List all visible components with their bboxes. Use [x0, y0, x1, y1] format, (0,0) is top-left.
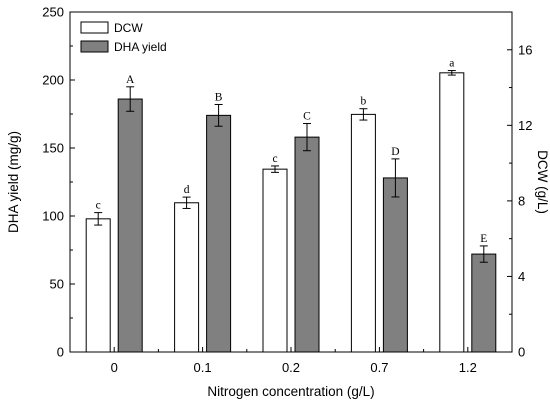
dha-yield-bar	[294, 136, 320, 353]
x-tick-label: 0.2	[282, 360, 300, 375]
x-axis-title: Nitrogen concentration (g/L)	[207, 384, 374, 399]
dha-yield-bar	[206, 114, 232, 353]
significance-labels-layer: c d c b a A B C D E	[96, 58, 488, 245]
error-bars-layer	[94, 70, 488, 263]
legend-swatch-dcw	[80, 21, 109, 34]
legend: DCW DHA yield	[80, 21, 167, 54]
right-y-axis-title: DCW (g/L)	[535, 150, 550, 214]
dha-yield-significance-label: E	[480, 233, 487, 245]
x-tick-label: 0	[111, 360, 118, 375]
dcw-significance-label: d	[184, 184, 190, 196]
right-y-tick-label: 12	[518, 118, 532, 133]
dcw-bar	[174, 202, 200, 353]
bars-layer	[85, 72, 497, 353]
dcw-bar	[439, 72, 465, 353]
x-tick-label: 0.1	[194, 360, 212, 375]
left-y-tick-label: 200	[42, 73, 64, 88]
dcw-bar	[262, 168, 288, 353]
legend-label-dcw: DCW	[114, 21, 143, 35]
dha-yield-significance-label: D	[391, 146, 399, 158]
dcw-bar	[85, 218, 111, 353]
left-y-tick-label: 250	[42, 5, 64, 20]
dcw-significance-label: c	[96, 200, 101, 212]
dha-yield-significance-label: A	[126, 74, 135, 86]
right-y-tick-label: 16	[518, 42, 532, 57]
right-y-tick-label: 0	[518, 345, 525, 360]
left-y-tick-label: 100	[42, 209, 64, 224]
left-y-tick-label: 150	[42, 141, 64, 156]
x-tick-label: 0.7	[370, 360, 388, 375]
legend-swatch-dha-yield	[80, 40, 109, 53]
dcw-significance-label: c	[272, 153, 277, 165]
dha-yield-significance-label: B	[215, 91, 223, 103]
right-y-tick-label: 4	[518, 269, 525, 284]
dha-yield-bar	[117, 98, 143, 353]
right-y-tick-label: 8	[518, 193, 525, 208]
x-tick-label: 1.2	[459, 360, 477, 375]
axes-layer: 0 50 100 150 200 250 0 4 8 12 16 0 0.1 0.2 0.7 1.2	[42, 5, 532, 376]
left-y-tick-label: 50	[50, 277, 64, 292]
dcw-significance-label: b	[361, 96, 367, 108]
dcw-bar	[350, 113, 376, 353]
dha-yield-significance-label: C	[303, 111, 311, 123]
left-y-axis-title: DHA yield (mg/g)	[6, 131, 21, 233]
legend-label-dha-yield: DHA yield	[114, 40, 167, 54]
dha-yield-bar	[382, 177, 408, 353]
left-y-tick-label: 0	[57, 345, 64, 360]
dcw-significance-label: a	[449, 58, 454, 70]
dha-yield-bar	[471, 253, 497, 353]
